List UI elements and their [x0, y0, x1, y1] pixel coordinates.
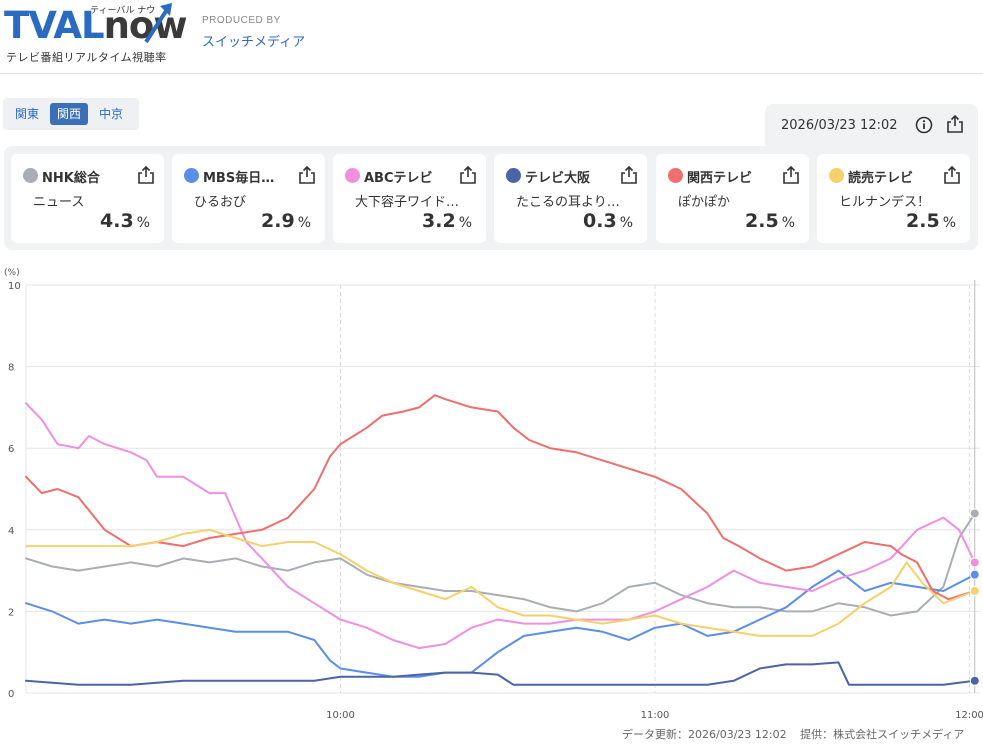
logo-wordmark: TVALnow [4, 4, 188, 47]
datetime-bar: 2026/03/23 12:02 [765, 104, 978, 146]
producer-link[interactable]: スイッチメディア [202, 35, 306, 50]
channel-name: テレビ大阪 [525, 171, 591, 186]
channel-color-dot [506, 168, 521, 183]
y-tick-label: 6 [8, 444, 14, 455]
region-tab-kanto[interactable]: 関東 [15, 107, 40, 121]
series-endpoint [969, 569, 980, 580]
region-tabs: 関東 関西 中京 [3, 98, 139, 130]
data-updated-text: データ更新：2026/03/23 12:02 [622, 728, 787, 741]
channel-color-dot [184, 168, 199, 183]
share-icon[interactable] [620, 165, 638, 185]
rating-value: 2.5% [906, 210, 956, 232]
info-icon[interactable] [915, 116, 933, 134]
rating-value: 0.3% [583, 210, 633, 232]
region-tab-kansai[interactable]: 関西 [50, 103, 89, 125]
rating-value: 4.3% [100, 210, 150, 232]
program-title: たこるの耳より… [516, 195, 620, 210]
share-icon[interactable] [459, 165, 477, 185]
footer-credit: データ更新：2026/03/23 12:02 提供：株式会社スイッチメディア [622, 726, 964, 742]
series-line [25, 402, 976, 650]
channel-color-dot [668, 168, 683, 183]
logo-subtitle: テレビ番組リアルタイム視聴率 [6, 51, 167, 64]
channel-card-nhk[interactable]: NHK総合 ニュース 4.3% [11, 154, 164, 243]
y-tick-label: 2 [8, 607, 14, 618]
series-endpoint [969, 557, 980, 568]
channel-card-yomiuri-tv[interactable]: 読売テレビ ヒルナンデス！ 2.5% [817, 154, 970, 243]
series-endpoint [969, 508, 980, 519]
y-axis-label: (%) [4, 268, 20, 278]
app-header: TVALnow ティーバル ナウ テレビ番組リアルタイム視聴率 PRODUCED… [0, 0, 983, 74]
program-title: ひるおび [194, 195, 247, 210]
series-endpoint [969, 586, 980, 596]
y-tick-label: 8 [8, 363, 14, 374]
region-tab-chukyo[interactable]: 中京 [99, 107, 124, 121]
channel-color-dot [23, 168, 38, 183]
series-endpoint [969, 675, 980, 686]
y-tick-label: 4 [8, 526, 14, 537]
channel-card-mbs[interactable]: MBS毎日… ひるおび 2.9% [172, 154, 325, 243]
channel-color-dot [829, 168, 844, 183]
series-line [25, 528, 976, 637]
channel-name: MBS毎日… [203, 171, 275, 186]
rating-value: 3.2% [422, 210, 472, 232]
channel-card-abc[interactable]: ABCテレビ 大下容子ワイド… 3.2% [333, 154, 486, 243]
series-line [25, 394, 976, 601]
x-tick-label: 12:00 [955, 710, 983, 721]
rating-value: 2.5% [745, 210, 795, 232]
produced-by-label: PRODUCED BY [202, 15, 281, 26]
tval-now-logo[interactable]: TVALnow ティーバル ナウ テレビ番組リアルタイム視聴率 [4, 2, 188, 66]
series-line [25, 512, 976, 617]
logo-kana: ティーバル ナウ [90, 6, 156, 16]
ratings-line-chart[interactable]: 0 2 4 6 8 10 (%) 10:00 11:00 12:00 [0, 258, 983, 728]
series-line [25, 661, 976, 686]
x-tick-label: 10:00 [326, 710, 355, 721]
program-title: ニュース [33, 195, 85, 210]
share-icon[interactable] [298, 165, 316, 185]
channel-name: 読売テレビ [848, 171, 914, 186]
share-icon[interactable] [137, 165, 155, 185]
current-datetime: 2026/03/23 12:02 [781, 118, 898, 133]
share-icon[interactable] [943, 165, 961, 185]
series-line [25, 569, 976, 678]
channel-card-kansai-tv[interactable]: 関西テレビ ぽかぽか 2.5% [656, 154, 809, 243]
y-tick-label: 0 [8, 689, 14, 700]
channel-name: NHK総合 [42, 171, 100, 186]
ratings-chart[interactable]: 0 2 4 6 8 10 (%) 10:00 11:00 12:00 [0, 258, 983, 728]
share-icon[interactable] [782, 165, 800, 185]
provider-text: 提供：株式会社スイッチメディア [800, 728, 965, 741]
program-title: ぽかぽか [678, 195, 731, 210]
share-icon[interactable] [946, 114, 964, 134]
channel-name: ABCテレビ [364, 171, 433, 186]
y-tick-label: 10 [8, 281, 21, 292]
program-title: 大下容子ワイド… [355, 195, 460, 210]
channel-color-dot [345, 168, 360, 183]
channel-cards: NHK総合 ニュース 4.3% MBS毎日… ひるおび 2.9% ABCテレビ … [4, 146, 978, 250]
program-title: ヒルナンデス！ [839, 195, 931, 210]
channel-name: 関西テレビ [687, 171, 753, 186]
x-tick-label: 11:00 [641, 710, 670, 721]
channel-card-tv-osaka[interactable]: テレビ大阪 たこるの耳より… 0.3% [494, 154, 647, 243]
trend-arrow-icon [144, 3, 172, 44]
rating-value: 2.9% [261, 210, 311, 232]
